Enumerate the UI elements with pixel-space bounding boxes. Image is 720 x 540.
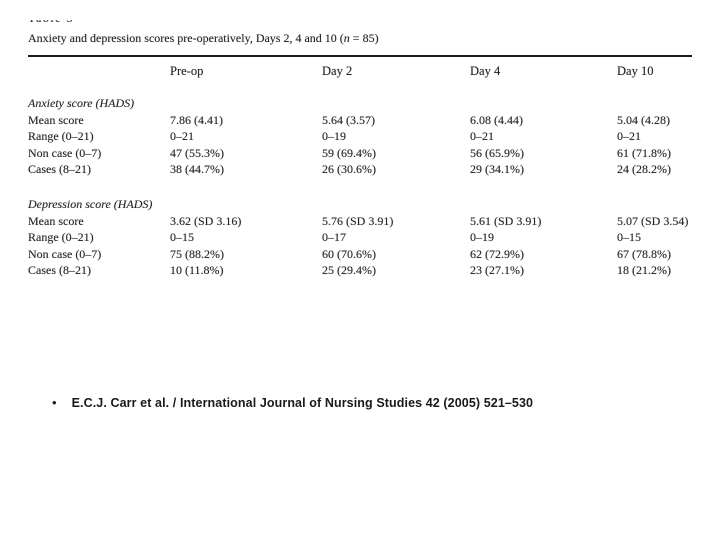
section-spacer xyxy=(28,177,692,195)
table-caption: Anxiety and depression scores pre-operat… xyxy=(28,31,692,46)
header-day4: Day 4 xyxy=(470,64,501,78)
row-label: Mean score xyxy=(28,213,84,228)
section-title: Depression score (HADS) xyxy=(28,197,153,211)
cell: 0–17 xyxy=(322,230,346,244)
caption-n-italic: n xyxy=(343,31,350,45)
cell: 75 (88.2%) xyxy=(170,246,224,261)
row-label: Cases (8–21) xyxy=(28,263,91,277)
cell: 0–21 xyxy=(617,129,641,143)
row-label: Range (0–21) xyxy=(28,230,94,244)
table-row: Range (0–21) 0–21 0–19 0–21 0–21 xyxy=(28,128,692,145)
cell: 25 (29.4%) xyxy=(322,263,376,277)
cell: 5.04 (4.28) xyxy=(617,112,670,127)
header-day10: Day 10 xyxy=(617,64,654,78)
cell: 0–21 xyxy=(470,129,494,143)
row-label: Mean score xyxy=(28,112,84,127)
row-label: Range (0–21) xyxy=(28,129,94,143)
table-row: Cases (8–21) 38 (44.7%) 26 (30.6%) 29 (3… xyxy=(28,161,692,178)
header-empty-cell xyxy=(28,57,170,94)
cell: 0–15 xyxy=(170,230,194,244)
citation-text: E.C.J. Carr et al. / International Journ… xyxy=(71,396,534,410)
table-row: Range (0–21) 0–15 0–17 0–19 0–15 xyxy=(28,229,692,246)
cell: 3.62 (SD 3.16) xyxy=(170,213,242,228)
cell: 0–19 xyxy=(322,129,346,143)
cell: 18 (21.2%) xyxy=(617,263,671,277)
table-row: Non case (0–7) 47 (55.3%) 59 (69.4%) 56 … xyxy=(28,144,692,161)
cell: 24 (28.2%) xyxy=(617,162,671,176)
cell: 56 (65.9%) xyxy=(470,145,524,160)
bullet-icon: • xyxy=(52,395,57,410)
cell: 7.86 (4.41) xyxy=(170,112,223,127)
section-depression: Depression score (HADS) xyxy=(28,195,692,212)
cell: 60 (70.6%) xyxy=(322,246,376,261)
cell: 0–15 xyxy=(617,230,641,244)
table-label-fragment: Table 3 xyxy=(28,20,108,26)
row-label: Non case (0–7) xyxy=(28,246,102,261)
cell: 0–19 xyxy=(470,230,494,244)
cell: 5.07 (SD 3.54) xyxy=(617,213,689,228)
table-row: Mean score 7.86 (4.41) 5.64 (3.57) 6.08 … xyxy=(28,111,692,128)
row-label: Non case (0–7) xyxy=(28,145,102,160)
cell: 5.64 (3.57) xyxy=(322,112,375,127)
section-anxiety: Anxiety score (HADS) xyxy=(28,94,692,111)
table-label-text: Table 3 xyxy=(28,20,108,26)
table-row: Non case (0–7) 75 (88.2%) 60 (70.6%) 62 … xyxy=(28,245,692,262)
cell: 38 (44.7%) xyxy=(170,162,224,176)
cell: 26 (30.6%) xyxy=(322,162,376,176)
table-figure: Table 3 Anxiety and depression scores pr… xyxy=(28,20,692,278)
cell: 67 (78.8%) xyxy=(617,246,671,261)
table-top-rule xyxy=(28,55,692,57)
header-row: Pre-op Day 2 Day 4 Day 10 xyxy=(28,57,692,94)
cell: 23 (27.1%) xyxy=(470,263,524,277)
cell: 62 (72.9%) xyxy=(470,246,524,261)
cell: 61 (71.8%) xyxy=(617,145,671,160)
caption-suffix: = 85) xyxy=(349,31,379,45)
section-title: Anxiety score (HADS) xyxy=(28,96,135,110)
cell: 5.76 (SD 3.91) xyxy=(322,213,394,228)
header-preop: Pre-op xyxy=(170,64,204,78)
hads-scores-table: Pre-op Day 2 Day 4 Day 10 Anxiety score … xyxy=(28,57,692,278)
cell: 47 (55.3%) xyxy=(170,145,224,160)
cell: 5.61 (SD 3.91) xyxy=(470,213,542,228)
cell: 10 (11.8%) xyxy=(170,263,224,277)
caption-prefix: Anxiety and depression scores pre-operat… xyxy=(28,31,344,45)
table-row: Cases (8–21) 10 (11.8%) 25 (29.4%) 23 (2… xyxy=(28,262,692,279)
cell: 6.08 (4.44) xyxy=(470,112,523,127)
cell: 0–21 xyxy=(170,129,194,143)
citation-line: • E.C.J. Carr et al. / International Jou… xyxy=(52,395,533,411)
row-label: Cases (8–21) xyxy=(28,162,91,176)
cell: 59 (69.4%) xyxy=(322,145,376,160)
table-row: Mean score 3.62 (SD 3.16) 5.76 (SD 3.91)… xyxy=(28,212,692,229)
cell: 29 (34.1%) xyxy=(470,162,524,176)
header-day2: Day 2 xyxy=(322,64,353,78)
